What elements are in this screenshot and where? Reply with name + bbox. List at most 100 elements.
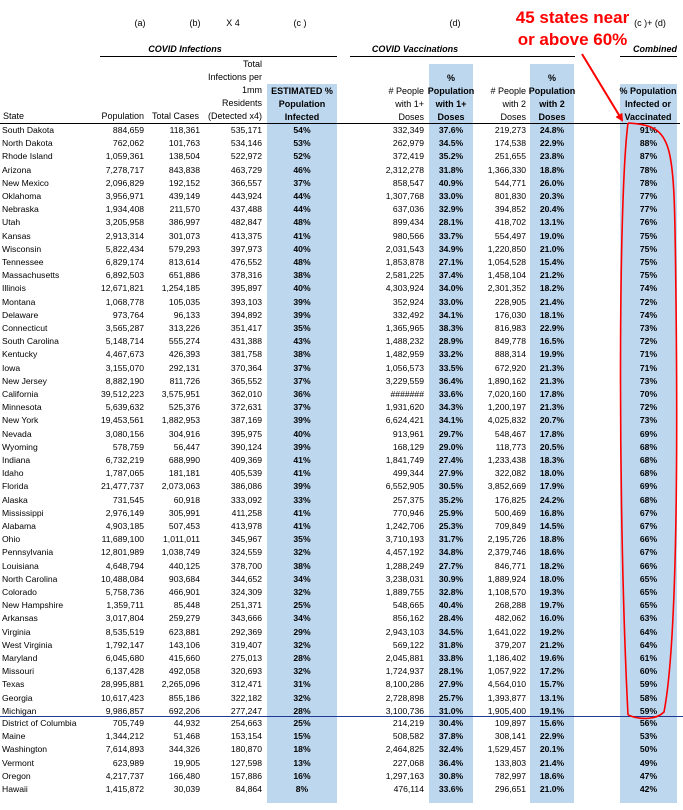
cell-state: Hawaii <box>2 784 28 794</box>
cell-cases: 386,997 <box>168 217 200 228</box>
cell-pct2: 16.5% <box>539 336 565 347</box>
cell-people1: 1,931,620 <box>385 402 424 413</box>
cell-population: 3,565,287 <box>105 323 144 333</box>
table-row: Maine 1,344,212 51,468 153,154 15% 508,582 37.… <box>0 730 683 742</box>
cell-est: 41% <box>293 455 311 465</box>
cell-combined: 68% <box>639 494 658 505</box>
table-row: North Carolina 10,488,084 903,684 344,652 34… <box>0 573 683 585</box>
cell-pct1: 33.2% <box>438 349 464 360</box>
shade-pct1-col <box>429 64 473 803</box>
cell-state: South Carolina <box>2 336 59 347</box>
cell-est: 35% <box>293 534 311 545</box>
table-row: Wisconsin 5,822,434 579,293 397,973 40% 2,031… <box>0 243 683 255</box>
cell-per-mm: 431,388 <box>230 336 262 347</box>
group-header-infections: COVID Infections <box>148 44 222 54</box>
cell-population: 578,759 <box>112 441 144 452</box>
annotation-line-1: 45 states near <box>515 8 630 27</box>
cell-pct1: 29.0% <box>438 441 464 452</box>
cell-population: 3,080,156 <box>105 428 144 439</box>
cell-est: 38% <box>293 349 311 360</box>
cell-est: 54% <box>293 125 311 135</box>
cell-pct2: 15.4% <box>539 257 565 267</box>
cell-combined: 65% <box>639 587 658 597</box>
cell-est: 25% <box>293 600 311 611</box>
cell-per-mm: 381,758 <box>230 349 262 360</box>
table-row: Rhode Island 1,059,361 138,504 522,972 52% 37… <box>0 150 683 162</box>
cell-population: 1,068,778 <box>105 296 144 307</box>
cell-people2: 1,220,850 <box>487 243 526 254</box>
annotation-line-2: or above 60% <box>517 30 628 49</box>
cell-state: Indiana <box>2 455 31 465</box>
cell-people1: 1,297,163 <box>385 770 424 781</box>
cell-pct1: 29.7% <box>438 428 464 439</box>
cell-pct2: 15.7% <box>539 679 565 690</box>
header-combined-3: Vaccinated <box>624 112 672 122</box>
cell-population: 2,096,829 <box>105 177 144 188</box>
col-letter-cd: (c )+ (d) <box>634 18 666 28</box>
table-row: New Hampshire 1,359,711 85,448 251,371 25% 54… <box>0 599 683 611</box>
cell-people1: 913,961 <box>392 428 424 439</box>
cell-people2: 4,564,010 <box>487 679 526 690</box>
cell-est: 41% <box>293 230 311 241</box>
cell-people1: 352,924 <box>392 296 424 307</box>
cell-population: 884,659 <box>112 125 144 135</box>
table-row: Delaware 973,764 96,133 394,892 39% 332,492 34… <box>0 309 683 321</box>
cell-people2: 118,773 <box>495 441 526 452</box>
header-combined-2: Infected or <box>624 99 671 109</box>
cell-combined: 68% <box>639 441 658 452</box>
cell-state: Missouri <box>2 666 34 677</box>
cell-pct1: 34.9% <box>438 243 464 254</box>
cell-state: Kentucky <box>2 349 38 360</box>
cell-pct1: 30.5% <box>438 481 464 492</box>
cell-combined: 71% <box>639 362 658 373</box>
cell-population: 1,359,711 <box>106 600 144 611</box>
cell-people1: 508,582 <box>392 731 424 742</box>
cell-people1: 8,100,286 <box>385 679 424 690</box>
cell-per-mm: 387,169 <box>230 415 262 426</box>
cell-per-mm: 344,652 <box>230 573 262 584</box>
cell-people2: 4,025,832 <box>487 415 526 426</box>
cell-est: 32% <box>293 639 311 650</box>
cell-per-mm: 254,663 <box>230 718 262 728</box>
cell-combined: 66% <box>639 560 658 571</box>
cell-pct2: 21.0% <box>539 784 565 794</box>
cell-population: 1,934,408 <box>105 204 144 215</box>
cell-pct1: 32.4% <box>438 744 464 755</box>
cell-population: 5,639,632 <box>105 402 144 413</box>
cell-people2: 846,771 <box>494 560 526 571</box>
cell-pct2: 24.8% <box>539 125 565 135</box>
cell-per-mm: 378,316 <box>230 270 262 281</box>
cell-pct2: 19.1% <box>539 705 565 716</box>
cell-people1: 332,349 <box>392 125 424 135</box>
cell-combined: 69% <box>639 481 658 492</box>
cell-combined: 74% <box>639 283 658 294</box>
cell-pct2: 20.3% <box>539 191 565 201</box>
header-total-cases: Total Cases <box>151 111 199 121</box>
cell-population: 8,882,190 <box>105 375 144 386</box>
cell-est: 33% <box>293 494 311 505</box>
cell-pct1: 34.5% <box>438 138 464 149</box>
cell-people1: 2,312,278 <box>385 164 424 175</box>
cell-est: 39% <box>293 481 311 492</box>
cell-people1: 4,303,924 <box>385 283 424 294</box>
cell-people1: 1,242,706 <box>385 521 424 531</box>
cell-per-mm: 372,631 <box>230 402 262 413</box>
cell-pct1: 33.5% <box>438 362 464 373</box>
cell-pct1: 28.1% <box>438 217 464 228</box>
cell-people2: 296,651 <box>494 784 526 794</box>
cell-pct1: 27.4% <box>438 455 464 465</box>
cell-per-mm: 333,092 <box>230 494 262 505</box>
cell-population: 3,017,804 <box>105 613 144 624</box>
cell-people1: 980,566 <box>392 230 424 241</box>
cell-people1: 6,624,421 <box>385 415 424 426</box>
cell-state: West Virginia <box>2 639 53 650</box>
cell-population: 1,792,147 <box>105 639 144 650</box>
cell-per-mm: 437,488 <box>230 204 262 215</box>
cell-state: Idaho <box>2 468 24 479</box>
cell-population: 2,913,314 <box>105 230 144 241</box>
cell-people1: 227,068 <box>392 757 424 768</box>
cell-combined: 75% <box>639 243 658 254</box>
cell-population: 2,976,149 <box>105 507 144 518</box>
cell-people2: 1,458,104 <box>487 270 526 281</box>
cell-people2: 7,020,160 <box>487 389 526 399</box>
